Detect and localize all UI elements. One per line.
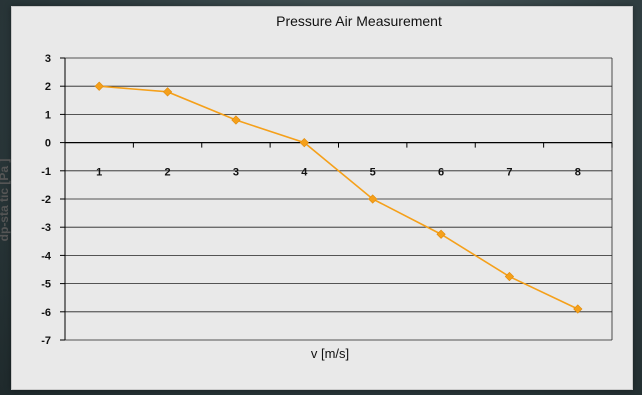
series-line [99,85,579,310]
x-tick-label: 4 [301,167,308,179]
x-tick-labels: 1 2 3 4 5 6 7 8 [96,167,581,179]
y-tick-label: 1 [45,109,51,121]
series-line-path [99,85,579,310]
data-point-marker [94,81,104,91]
data-point-marker [162,87,173,97]
data-point-marker [504,271,515,282]
y-tick-labels: 3 2 1 0 -1 -2 -3 -4 -5 -6 -7 [41,53,52,347]
x-tick-label: 6 [438,167,444,179]
y-tick-label: 3 [45,53,51,65]
y-tick-label: -3 [41,222,51,234]
y-tick-label: -6 [41,307,51,319]
y-tick-label: -1 [41,166,51,178]
grid-lines [65,57,612,341]
data-point-marker [436,229,446,239]
data-point-marker [573,304,583,314]
x-tick-label: 7 [506,167,512,179]
x-tick-label: 8 [575,167,581,179]
x-axis-label: v [m/s] [310,346,350,361]
y-tick-label: 2 [45,81,51,93]
chart-panel [11,6,633,390]
x-tick-label: 5 [370,167,376,179]
data-point-marker [368,194,378,204]
series-markers [94,81,583,314]
y-tick-label: -7 [41,335,51,347]
chart-title: Pressure Air Measurement [276,13,442,29]
data-point-marker [231,115,241,125]
data-point-marker [299,137,309,148]
y-tick-label: -4 [41,250,52,262]
x-tick-label: 2 [165,167,171,179]
y-tick-label: -2 [41,194,51,206]
x-tick-label: 1 [96,167,102,179]
y-tick-label: -5 [41,279,51,291]
x-tick-label: 3 [233,167,239,179]
axes [60,57,613,341]
y-tick-label: 0 [45,138,51,150]
